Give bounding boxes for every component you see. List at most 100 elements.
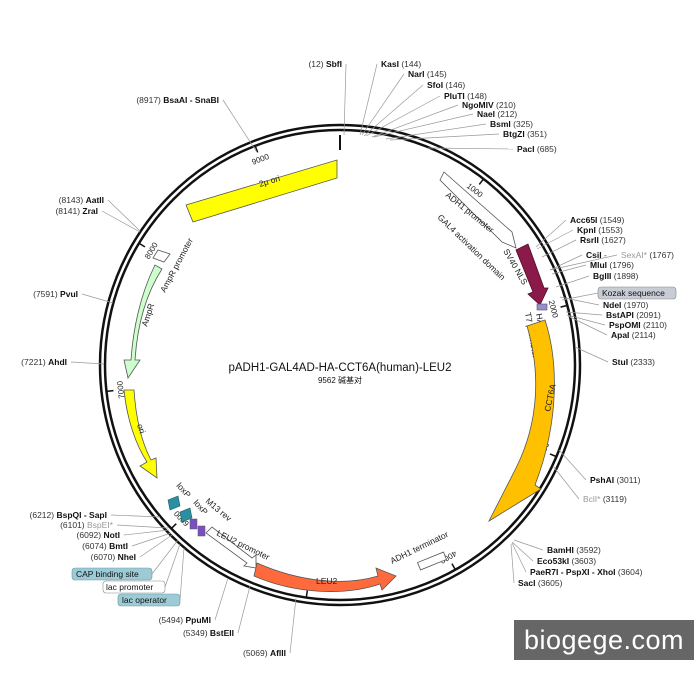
restriction-site[interactable]: (8917) BsaAI - SnaBI: [136, 95, 219, 105]
restriction-site[interactable]: PspOMI (2110): [609, 320, 667, 330]
restriction-site[interactable]: SfoI (146): [427, 80, 465, 90]
restriction-site[interactable]: (8143) AatII: [59, 195, 104, 205]
restriction-site[interactable]: BamHI (3592): [547, 545, 601, 555]
restriction-site[interactable]: NarI (145): [408, 69, 447, 79]
box-leader-cap: [151, 539, 179, 575]
site-leader-line: [70, 361, 105, 365]
site-position: (146): [443, 80, 465, 90]
site-leader-line: [371, 104, 459, 138]
site-name: PspOMI: [609, 320, 641, 330]
feature-ha[interactable]: [536, 303, 548, 311]
restriction-site[interactable]: PluTI (148): [444, 91, 487, 101]
site-leader-line: [101, 210, 141, 233]
restriction-site[interactable]: BstAPI (2091): [606, 310, 661, 320]
restriction-site[interactable]: SacI (3605): [518, 578, 563, 588]
restriction-site[interactable]: StuI (2333): [612, 357, 655, 367]
restriction-site[interactable]: NgoMIV (210): [462, 100, 516, 110]
restriction-site[interactable]: KpnI (1553): [577, 225, 623, 235]
tick-mark: [138, 242, 146, 248]
box-kozak[interactable]: Kozak sequence: [597, 286, 677, 300]
restriction-site[interactable]: BsmI (325): [490, 119, 533, 129]
feature-ampr-promoter[interactable]: [152, 249, 171, 263]
restriction-site[interactable]: MluI (1796): [590, 260, 634, 270]
site-position: (8143): [59, 195, 86, 205]
restriction-site[interactable]: Acc65I (1549): [570, 215, 625, 225]
restriction-site[interactable]: RsrII (1627): [580, 235, 626, 245]
restriction-site[interactable]: PaeR7I - PspXI - XhoI (3604): [530, 567, 643, 577]
restriction-site[interactable]: CsiI -: [586, 250, 607, 260]
site-leader-line: [567, 315, 608, 336]
feature-leu2-promoter[interactable]: [205, 526, 257, 569]
site-name: PvuI: [60, 289, 78, 299]
feature-cct6a[interactable]: [487, 319, 555, 523]
restriction-site[interactable]: BtgZI (351): [503, 129, 547, 139]
site-name: BglII: [593, 271, 611, 281]
restriction-site[interactable]: BglII (1898): [593, 271, 639, 281]
site-leader-line: [361, 73, 405, 136]
box-cap-binding-site[interactable]: CAP binding site: [71, 567, 153, 581]
site-position: (2114): [629, 330, 655, 340]
site-separator: -: [602, 250, 607, 260]
feature-ori[interactable]: [123, 389, 158, 479]
site-leader-line: [373, 113, 474, 138]
site-leader-line: [549, 254, 618, 271]
site-name: PshAI: [590, 475, 614, 485]
site-leader-line: [131, 532, 172, 547]
site-leader-line: [237, 585, 251, 634]
restriction-site[interactable]: NdeI (1970): [603, 300, 649, 310]
restriction-site[interactable]: (6074) BmtI: [82, 541, 128, 551]
restriction-site[interactable]: (6212) BspQI - SapI: [30, 510, 107, 520]
site-name: MluI: [590, 260, 607, 270]
site-leader-line: [289, 597, 297, 654]
box-lac-promoter[interactable]: lac promoter: [102, 580, 166, 594]
plasmid-length: 9562 碱基对: [318, 375, 362, 385]
restriction-site[interactable]: (5349) BstEII: [183, 628, 234, 638]
restriction-site[interactable]: (5494) PpuMI: [159, 615, 211, 625]
restriction-site[interactable]: PacI (685): [517, 144, 557, 154]
feature-label-leu2: LEU2: [316, 576, 338, 586]
site-leader-line: [363, 84, 424, 137]
restriction-site[interactable]: (5069) AflII: [243, 648, 286, 658]
restriction-site[interactable]: SexAI* (1767): [621, 250, 674, 260]
site-position: (8917): [136, 95, 163, 105]
site-name: PaeR7I - PspXI - XhoI: [530, 567, 616, 577]
restriction-site[interactable]: (6070) NheI: [91, 552, 136, 562]
site-name: NarI: [408, 69, 425, 79]
restriction-site[interactable]: (7221) AhdI: [21, 357, 67, 367]
site-name: NotI: [103, 530, 120, 540]
site-name: PluTI: [444, 91, 465, 101]
feature-2mu-ori[interactable]: [185, 159, 338, 223]
restriction-site[interactable]: (6101) BspEI*: [60, 520, 114, 530]
feature-adh1-terminator[interactable]: [417, 551, 447, 571]
restriction-site[interactable]: KasI (144): [381, 59, 421, 69]
site-name: BspQI - SapI: [56, 510, 107, 520]
restriction-site[interactable]: (8141) ZraI: [55, 206, 98, 216]
feature-ampr[interactable]: [123, 264, 163, 380]
restriction-site[interactable]: (6092) NotI: [77, 530, 120, 540]
site-position: (7591): [33, 289, 60, 299]
tick-mark: [451, 563, 457, 571]
site-position: (5069): [243, 648, 270, 658]
feature-sv40-nls[interactable]: [515, 243, 549, 306]
restriction-site[interactable]: BclI* (3119): [583, 494, 627, 504]
site-position: (145): [425, 69, 447, 79]
feature-adh1-promoter[interactable]: [439, 171, 517, 249]
site-name: BtgZI: [503, 129, 525, 139]
restriction-site[interactable]: NaeI (212): [477, 109, 517, 119]
site-name: NaeI: [477, 109, 495, 119]
restriction-site[interactable]: PshAI (3011): [590, 475, 641, 485]
feature-leu2[interactable]: [253, 562, 397, 592]
box-lac-operator[interactable]: lac operator: [117, 593, 181, 607]
box-leader-kozak: [561, 292, 599, 301]
site-position: (5494): [159, 615, 186, 625]
feature-loxp-1[interactable]: [167, 495, 181, 511]
site-name: BmtI: [109, 541, 128, 551]
restriction-site[interactable]: ApaI (2114): [611, 330, 656, 340]
restriction-site[interactable]: (12) SbfI: [308, 59, 342, 69]
feature-loxp-2[interactable]: [179, 507, 193, 523]
site-name: BstAPI: [606, 310, 634, 320]
site-name: PpuMI: [186, 615, 212, 625]
tick-mark: [560, 304, 568, 308]
restriction-site[interactable]: (7591) PvuI: [33, 289, 78, 299]
restriction-site[interactable]: Eco53kI (3603): [537, 556, 596, 566]
